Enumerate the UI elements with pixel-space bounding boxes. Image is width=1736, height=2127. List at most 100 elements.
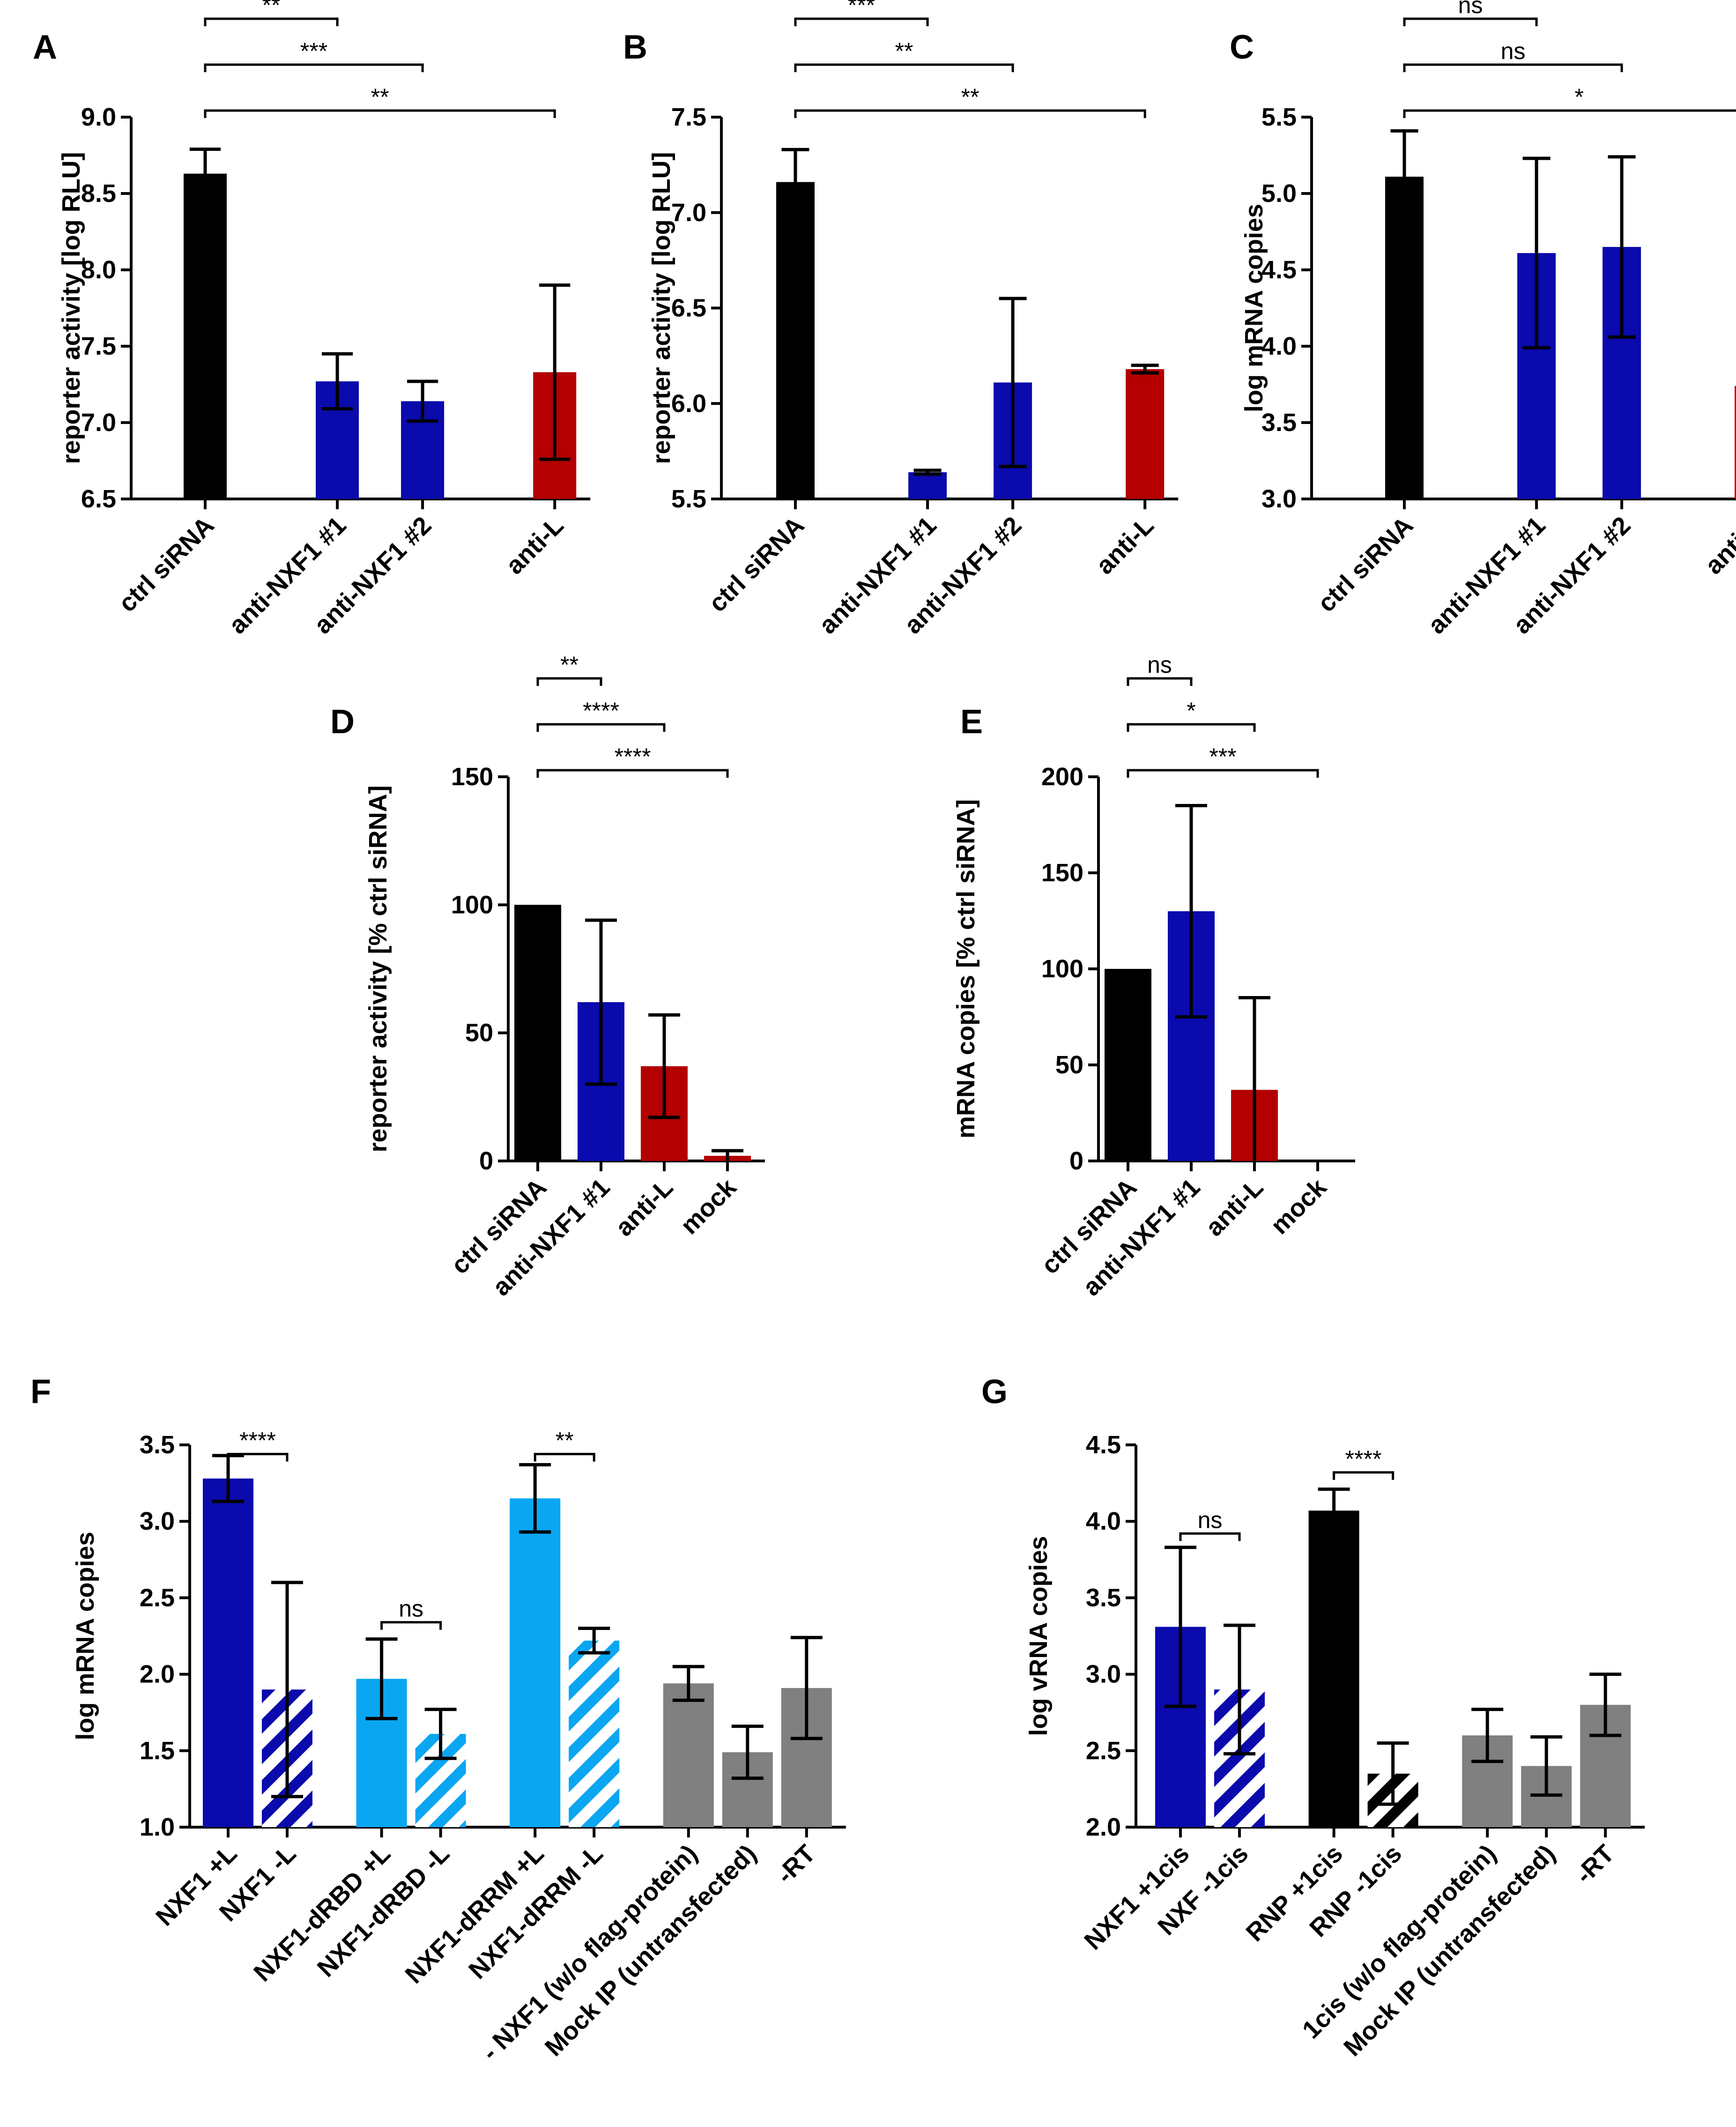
error-bar bbox=[585, 918, 617, 1086]
y-tick-label: 7.5 bbox=[81, 332, 116, 360]
significance-bracket: ns bbox=[1403, 0, 1538, 26]
significance-label: *** bbox=[300, 38, 327, 64]
x-tick-label: anti-L bbox=[1699, 511, 1736, 580]
y-tick-label: 200 bbox=[1041, 763, 1083, 791]
significance-label: ns bbox=[1198, 1507, 1223, 1533]
significance-line bbox=[534, 1453, 595, 1462]
significance-label: ns bbox=[399, 1596, 423, 1622]
y-tick-label: 9.0 bbox=[81, 103, 116, 131]
error-bar bbox=[271, 1581, 303, 1799]
significance-line bbox=[1333, 1471, 1395, 1480]
error-bar bbox=[648, 1013, 680, 1119]
y-tick-label: 4.0 bbox=[1261, 332, 1297, 360]
significance-label: ** bbox=[895, 38, 913, 64]
error-bar bbox=[519, 1463, 551, 1534]
bar bbox=[1105, 969, 1151, 1161]
error-bar bbox=[321, 352, 353, 411]
y-axis-label: reporter activity [log RLU] bbox=[57, 152, 85, 464]
significance-line bbox=[1403, 109, 1736, 118]
significance-label: ** bbox=[961, 84, 979, 110]
bar bbox=[514, 905, 561, 1161]
significance-label: ** bbox=[262, 0, 281, 18]
significance-line bbox=[204, 109, 556, 118]
y-tick-label: 1.0 bbox=[140, 1813, 175, 1841]
y-tick-label: 5.5 bbox=[671, 485, 706, 513]
y-tick-label: 50 bbox=[1055, 1051, 1083, 1079]
panel-label: A bbox=[33, 29, 57, 66]
y-tick-label: 2.0 bbox=[140, 1660, 175, 1688]
x-tick-label: -RT bbox=[1570, 1839, 1620, 1889]
panel-label: F bbox=[30, 1373, 51, 1411]
significance-line bbox=[204, 63, 424, 72]
y-tick-label: 150 bbox=[451, 763, 493, 791]
x-tick-label: mock bbox=[1265, 1173, 1332, 1240]
significance-bracket: ns bbox=[1127, 652, 1193, 686]
y-tick-label: 8.0 bbox=[81, 256, 116, 284]
significance-label: * bbox=[1187, 698, 1195, 724]
y-tick-label: 3.5 bbox=[1261, 409, 1297, 437]
y-axis-label: log mRNA copies bbox=[71, 1532, 99, 1740]
significance-line bbox=[380, 1621, 442, 1630]
significance-bracket: ns bbox=[1403, 38, 1623, 72]
significance-bracket: ** bbox=[534, 1428, 595, 1462]
significance-line bbox=[794, 17, 929, 26]
significance-bracket: **** bbox=[1333, 1446, 1395, 1480]
significance-bracket: *** bbox=[1127, 744, 1319, 778]
significance-label: **** bbox=[1345, 1446, 1382, 1472]
significance-line bbox=[1127, 769, 1319, 778]
significance-line bbox=[794, 109, 1146, 118]
x-tick-label: anti-L bbox=[1091, 511, 1159, 580]
error-bar bbox=[1239, 996, 1270, 1161]
error-bar bbox=[672, 1665, 705, 1702]
panel-d: D 0 50 100 150 reporter activity [% ctrl siRN… bbox=[330, 652, 765, 1301]
y-tick-label: 100 bbox=[451, 891, 493, 919]
significance-label: ns bbox=[1458, 0, 1483, 18]
significance-label: **** bbox=[615, 744, 651, 770]
significance-bracket: **** bbox=[536, 698, 666, 732]
error-bar bbox=[1530, 1735, 1563, 1797]
x-tick-label: ctrl siRNA bbox=[1312, 511, 1418, 617]
significance-bracket: ns bbox=[1179, 1507, 1241, 1541]
significance-label: * bbox=[1574, 84, 1583, 110]
significance-label: **** bbox=[583, 698, 619, 724]
y-tick-label: 5.5 bbox=[1261, 103, 1297, 131]
bar bbox=[203, 1478, 253, 1827]
significance-line bbox=[1403, 17, 1538, 26]
x-tick-label: anti-L bbox=[610, 1173, 678, 1242]
panel-label: B bbox=[623, 29, 647, 66]
y-tick-label: 3.5 bbox=[140, 1431, 175, 1459]
error-bar bbox=[1165, 1546, 1196, 1708]
bar bbox=[1385, 177, 1424, 499]
y-tick-label: 3.5 bbox=[1086, 1584, 1121, 1612]
bar bbox=[1308, 1510, 1359, 1827]
significance-bracket: **** bbox=[227, 1428, 289, 1462]
bar bbox=[776, 182, 815, 499]
error-bar bbox=[365, 1637, 398, 1720]
error-bar bbox=[1377, 1741, 1409, 1806]
y-axis-label: mRNA copies [% ctrl siRNA] bbox=[952, 799, 980, 1138]
significance-bracket: ** bbox=[794, 38, 1014, 72]
significance-bracket: ** bbox=[794, 84, 1146, 118]
significance-line bbox=[536, 723, 666, 732]
y-tick-label: 150 bbox=[1041, 859, 1083, 887]
error-bar bbox=[1175, 804, 1207, 1019]
y-tick-label: 3.0 bbox=[1261, 485, 1297, 513]
error-bar bbox=[781, 148, 809, 216]
y-tick-label: 6.0 bbox=[671, 389, 706, 417]
error-bar bbox=[731, 1725, 764, 1780]
x-tick-label: -RT bbox=[771, 1839, 821, 1889]
significance-bracket: ** bbox=[536, 652, 602, 686]
x-tick-label: mock bbox=[675, 1173, 742, 1240]
bar bbox=[663, 1683, 714, 1827]
error-bar bbox=[712, 1149, 743, 1161]
significance-line bbox=[1403, 63, 1623, 72]
significance-line bbox=[794, 63, 1014, 72]
error-bar bbox=[1131, 364, 1159, 375]
y-tick-label: 7.0 bbox=[671, 199, 706, 227]
significance-label: ** bbox=[560, 652, 579, 678]
panel-b: B 5.5 6.0 6.5 7.0 7.5 reporter activity [log R… bbox=[623, 0, 1179, 640]
x-tick-label: anti-L bbox=[500, 511, 569, 580]
